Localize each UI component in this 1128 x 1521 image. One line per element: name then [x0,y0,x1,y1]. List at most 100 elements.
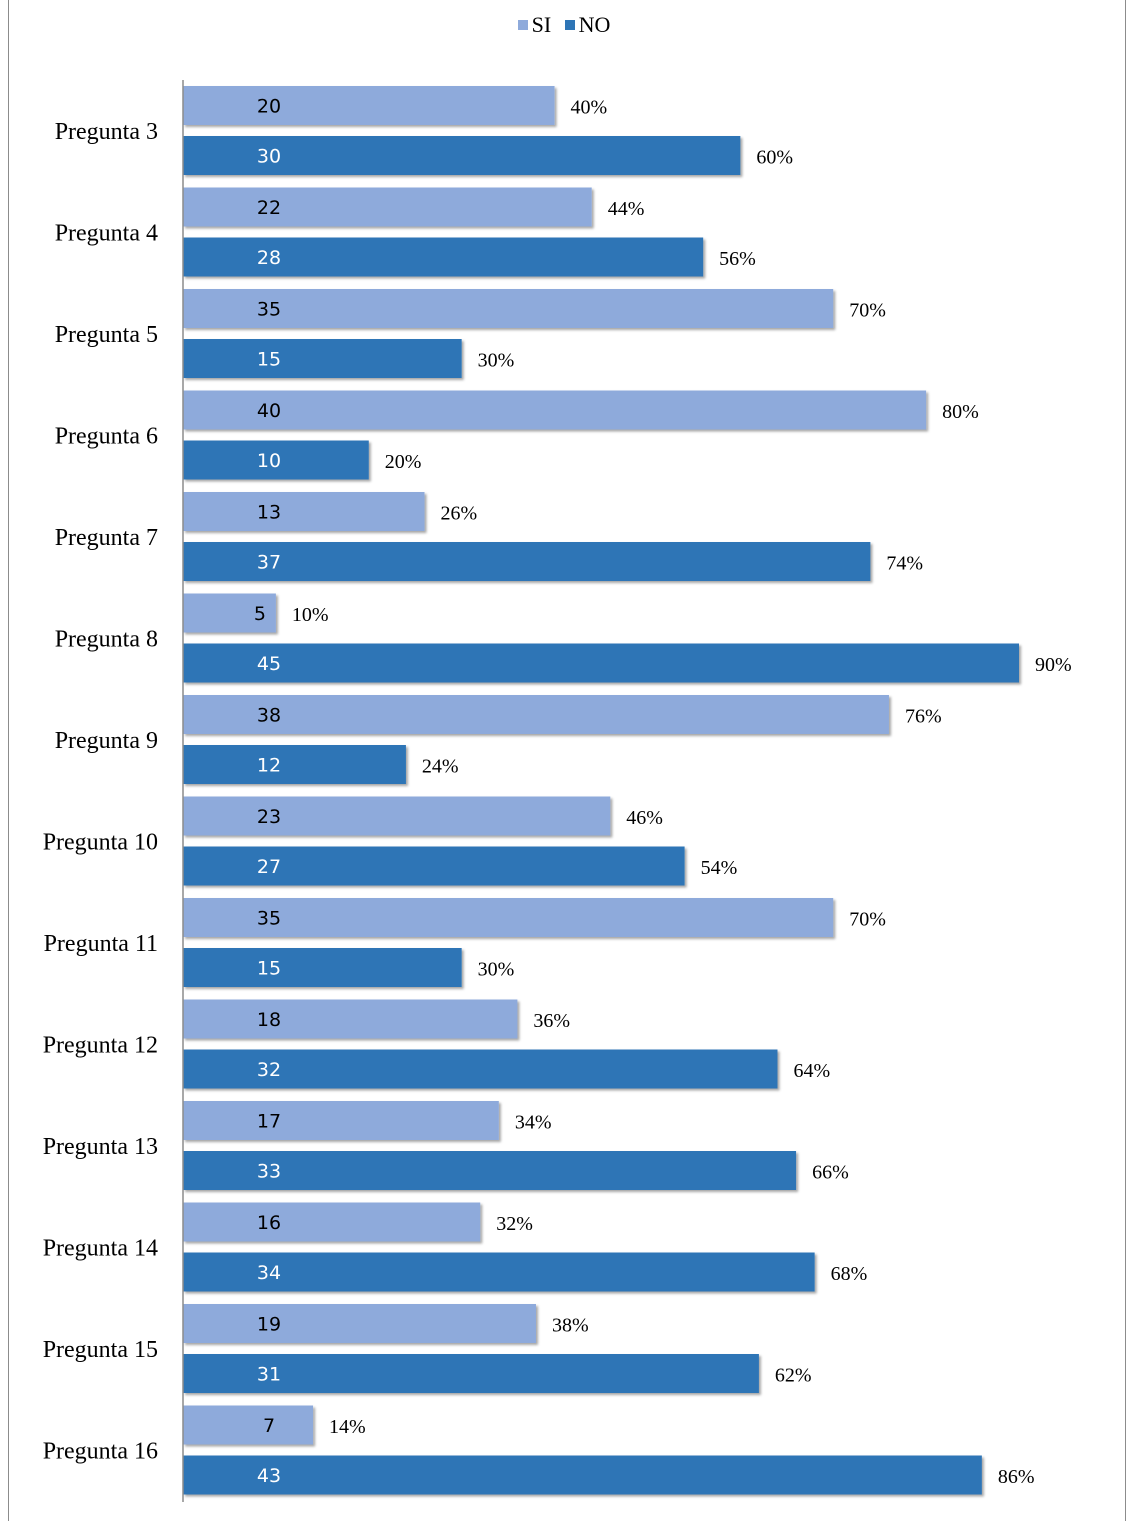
percent-label: 44% [608,198,645,220]
bar-no [183,542,871,581]
category-label: Pregunta 14 [43,1235,158,1261]
legend-label-no: NO [578,12,611,37]
percent-label: 80% [942,401,979,423]
value-label: 45 [257,653,281,675]
bar-si [183,593,276,633]
legend-label-si: SI [531,12,552,37]
percent-label: 14% [329,1416,366,1438]
bar-si [183,492,425,531]
bar-si [183,187,592,227]
percent-label: 62% [775,1365,812,1387]
percent-label: 30% [478,350,515,372]
value-label: 15 [257,349,281,371]
bar-si [183,1202,481,1242]
category-label: Pregunta 8 [55,626,158,652]
bar-no [183,745,406,784]
value-label: 22 [257,197,281,219]
percent-label: 90% [1035,654,1072,676]
legend-swatch-no [564,20,575,30]
value-label: 28 [257,247,281,269]
percent-label: 26% [441,503,478,525]
value-label: 13 [257,502,281,524]
value-label: 37 [257,552,281,574]
percent-label: 64% [793,1060,830,1082]
bar-no [183,1049,778,1089]
value-label: 23 [257,806,281,828]
category-label: Pregunta 6 [55,423,158,449]
value-label: 18 [257,1009,281,1031]
value-label: 38 [257,705,281,727]
percent-label: 46% [626,807,663,829]
category-label: Pregunta 13 [43,1134,158,1160]
bar-si [183,390,927,430]
percent-label: 32% [496,1213,533,1235]
bar-si [183,1405,314,1445]
bar-no [183,948,462,987]
percent-label: 20% [385,451,422,473]
value-label: 19 [257,1314,281,1336]
category-label: Pregunta 12 [43,1032,158,1058]
value-label: 20 [257,96,281,118]
value-label: 27 [257,856,281,878]
category-label: Pregunta 10 [43,829,158,855]
category-label: Pregunta 9 [55,728,158,754]
percent-label: 70% [849,909,886,931]
value-label: 15 [257,958,281,980]
percent-label: 36% [533,1010,570,1032]
category-label: Pregunta 3 [55,119,158,145]
value-label: 12 [257,755,281,777]
percent-label: 66% [812,1162,849,1184]
value-label: 5 [254,603,266,625]
percent-label: 54% [701,857,738,879]
bar-si [183,86,555,125]
category-label: Pregunta 16 [43,1438,158,1464]
value-label: 35 [257,299,281,321]
percent-label: 74% [886,553,923,575]
percent-label: 38% [552,1315,589,1337]
legend: SI NO [0,12,1128,38]
bar-no [183,643,1019,683]
category-label: Pregunta 11 [44,931,158,957]
bar-no [183,846,685,886]
bar-no [183,339,462,378]
bar-si [183,1304,536,1343]
value-label: 32 [257,1059,281,1081]
value-label: 31 [257,1364,281,1386]
bar-si [183,289,834,328]
value-label: 7 [263,1415,275,1437]
bar-no [183,237,704,277]
bar-no [183,1354,759,1393]
percent-label: 68% [831,1263,868,1285]
value-label: 35 [257,908,281,930]
percent-label: 34% [515,1112,552,1134]
legend-entry-si: SI [517,12,552,38]
bar-no [183,136,741,175]
value-label: 40 [257,400,281,422]
value-label: 16 [257,1212,281,1234]
percent-label: 70% [849,300,886,322]
bar-si [183,695,889,734]
percent-label: 24% [422,756,459,778]
percent-label: 10% [292,604,329,626]
bar-si [183,999,518,1039]
category-label: Pregunta 4 [55,220,158,246]
value-label: 34 [257,1262,281,1284]
percent-label: 56% [719,248,756,270]
bar-no [183,440,369,480]
value-label: 30 [257,146,281,168]
bar-no [183,1151,797,1190]
bar-si [183,1101,499,1140]
percent-label: 40% [571,97,608,119]
percent-label: 76% [905,706,942,728]
category-label: Pregunta 7 [55,525,158,551]
chart-frame [8,0,1126,1521]
legend-entry-no: NO [564,12,611,38]
percent-label: 86% [998,1466,1035,1488]
category-label: Pregunta 5 [55,322,158,348]
value-label: 10 [257,450,281,472]
value-label: 33 [257,1161,281,1183]
percent-label: 30% [478,959,515,981]
percent-label: 60% [756,147,793,169]
bar-no [183,1455,982,1495]
